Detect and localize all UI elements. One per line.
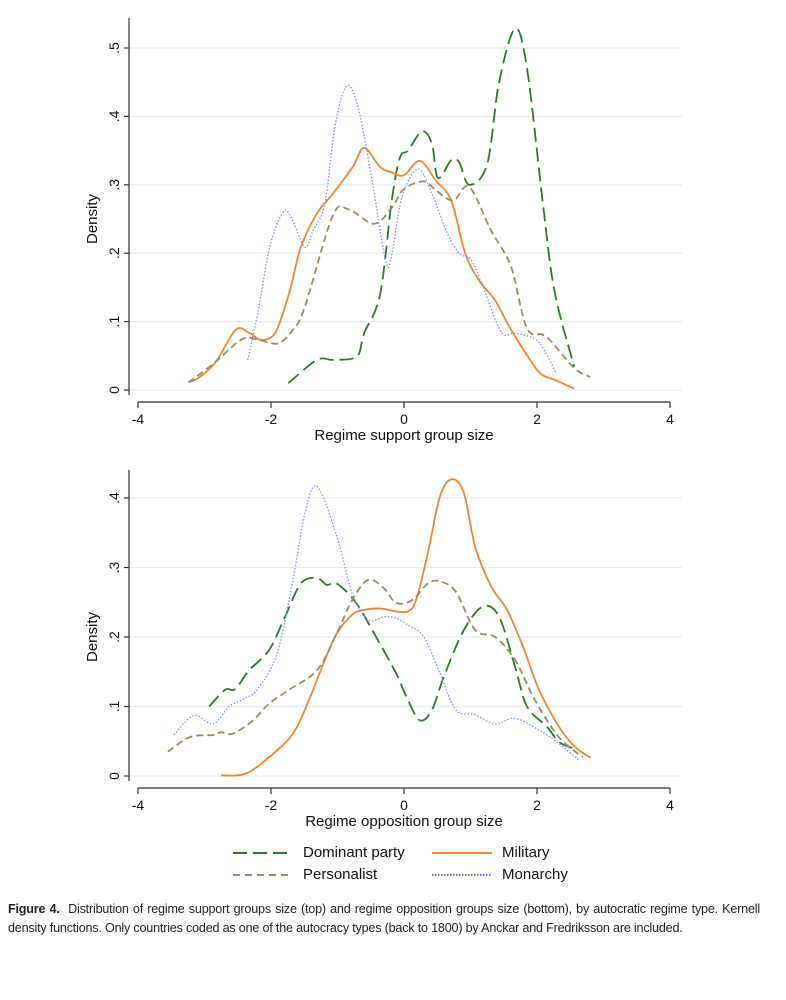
y-tick-label: 0 xyxy=(106,386,122,394)
long-dash-swatch-icon xyxy=(233,851,293,854)
x-tick-label: -4 xyxy=(132,797,145,813)
legend-label: Military xyxy=(502,844,550,861)
series-line-military xyxy=(221,478,592,777)
legend-item-personalist: Personalist xyxy=(233,866,377,883)
y-tick-label: .1 xyxy=(106,316,122,328)
series-line-military xyxy=(188,147,575,390)
legend-item-military: Military xyxy=(432,844,550,861)
y-tick-label: .4 xyxy=(106,110,122,122)
opposition-density-chart: 0 .1 .2 .3 .4 -4 -2 0 2 4 Regime opposition group … xyxy=(84,470,682,830)
dotted-line-swatch-icon xyxy=(432,873,492,876)
y-tick-label: .5 xyxy=(106,42,122,54)
x-tick-label: 2 xyxy=(533,797,541,813)
solid-line-swatch-icon xyxy=(432,851,492,854)
y-axis-title: Density xyxy=(84,193,101,244)
y-tick-label: .3 xyxy=(106,561,122,573)
y-axis-title: Density xyxy=(84,611,101,662)
y-tick-label: .3 xyxy=(106,179,122,191)
series-line-personalist xyxy=(167,578,584,758)
x-tick-label: 0 xyxy=(400,411,408,427)
series-line-dominant-party xyxy=(208,576,576,750)
legend-item-dominant-party: Dominant party xyxy=(233,844,405,861)
series-line-monarchy xyxy=(247,84,557,374)
short-dash-swatch-icon xyxy=(233,873,293,876)
figure-label: Figure 4. xyxy=(8,902,60,916)
x-tick-label: 0 xyxy=(400,797,408,813)
x-tick-label: 4 xyxy=(666,797,674,813)
series-line-monarchy xyxy=(173,484,580,761)
y-tick-label: .2 xyxy=(106,631,122,643)
x-tick-label: -4 xyxy=(132,411,145,427)
legend-label: Monarchy xyxy=(502,866,568,883)
legend: Dominant party Military Personalist Mona… xyxy=(0,840,786,890)
figure-caption: Figure 4. Distribution of regime support… xyxy=(8,900,760,948)
y-tick-label: .4 xyxy=(106,492,122,504)
x-axis-title: Regime support group size xyxy=(314,427,493,444)
x-axis-title: Regime opposition group size xyxy=(305,813,503,830)
y-tick-label: .1 xyxy=(106,700,122,712)
legend-label: Personalist xyxy=(303,866,378,883)
x-tick-label: -2 xyxy=(265,797,278,813)
caption-text: Distribution of regime support groups si… xyxy=(8,902,760,935)
y-tick-label: 0 xyxy=(106,772,122,780)
x-tick-label: 2 xyxy=(533,411,541,427)
legend-item-monarchy: Monarchy xyxy=(432,866,568,883)
legend-label: Dominant party xyxy=(303,844,405,861)
series-line-dominant-party xyxy=(287,27,576,384)
y-tick-label: .2 xyxy=(106,247,122,259)
x-tick-label: 4 xyxy=(666,411,674,427)
x-tick-label: -2 xyxy=(265,411,278,427)
support-density-chart: 0 .1 .2 .3 .4 .5 -4 -2 0 2 4 Regime support group s… xyxy=(84,18,682,444)
series-line-personalist xyxy=(187,180,591,384)
